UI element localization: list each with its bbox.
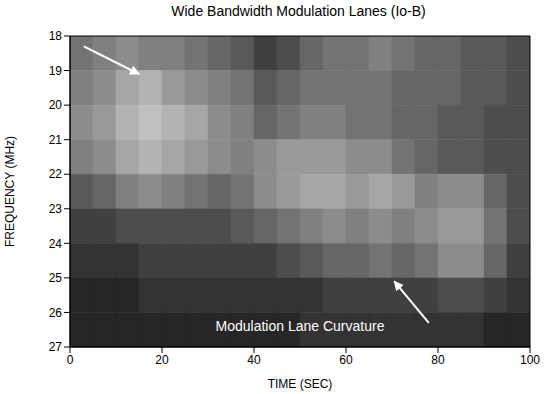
svg-text:TIME (SEC): TIME (SEC)	[268, 377, 333, 391]
svg-text:0: 0	[67, 353, 74, 367]
svg-text:18: 18	[49, 29, 63, 43]
svg-text:80: 80	[431, 353, 445, 367]
svg-text:27: 27	[49, 340, 63, 354]
svg-text:23: 23	[49, 202, 63, 216]
svg-text:20: 20	[49, 98, 63, 112]
svg-text:26: 26	[49, 306, 63, 320]
html-text:Wide Bandwidth Modulation Lane: Wide Bandwidth Modulation Lanes (Io-B)	[171, 3, 426, 19]
svg-text:FREQUENCY (MHz): FREQUENCY (MHz)	[3, 136, 17, 247]
svg-text:25: 25	[49, 271, 63, 285]
svg-text:22: 22	[49, 167, 63, 181]
svg-text:19: 19	[49, 64, 63, 78]
svg-text:40: 40	[247, 353, 261, 367]
svg-text:Modulation Lane Curvature: Modulation Lane Curvature	[216, 318, 385, 334]
svg-text:24: 24	[49, 237, 63, 251]
svg-text:100: 100	[520, 353, 540, 367]
svg-text:60: 60	[339, 353, 353, 367]
svg-text:20: 20	[155, 353, 169, 367]
svg-text:21: 21	[49, 133, 63, 147]
